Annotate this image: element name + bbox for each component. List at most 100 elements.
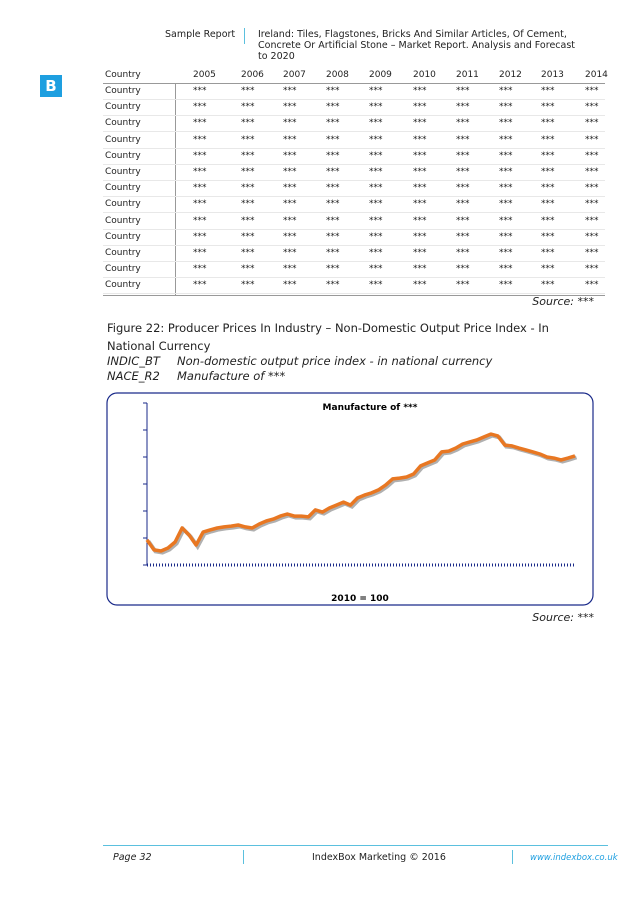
table-cell: *** — [585, 134, 599, 145]
x-axis-label: 2010 = 100 — [331, 594, 389, 604]
table-cell: *** — [369, 102, 383, 113]
chart-frame — [106, 392, 594, 606]
row-label: Country — [105, 280, 141, 291]
table-cell: *** — [413, 248, 427, 258]
row-label: Country — [105, 167, 141, 177]
table-cell: *** — [326, 264, 340, 275]
meta-value: Manufacture of *** — [177, 369, 286, 383]
row-rule — [103, 131, 605, 133]
footer-url: www.indexbox.co.uk — [530, 853, 618, 863]
table-cell: *** — [413, 167, 427, 177]
table-cell: *** — [369, 134, 383, 145]
table-cell: *** — [413, 134, 427, 145]
table-source: Source: *** — [532, 295, 594, 308]
table-cell: *** — [326, 150, 340, 161]
table-cell: *** — [369, 86, 383, 96]
table-cell: *** — [369, 231, 383, 242]
table-cell: *** — [541, 280, 555, 291]
footer-center: IndexBox Marketing © 2016 — [312, 852, 446, 863]
table-cell: *** — [499, 215, 513, 226]
row-rule — [103, 244, 605, 246]
row-label: Country — [105, 264, 141, 275]
table-cell: *** — [193, 199, 207, 210]
table-cell: *** — [283, 86, 297, 96]
row-label: Country — [105, 102, 141, 113]
column-rule — [175, 83, 176, 295]
table-cell: *** — [456, 118, 470, 129]
table: Country 2005 2006 2007 2008 2009 2010 2011 2012 2… — [103, 67, 608, 297]
table-cell: *** — [369, 118, 383, 129]
table-cell: *** — [499, 231, 513, 242]
table-cell: *** — [499, 280, 513, 291]
table-cell: *** — [585, 183, 599, 194]
table-cell: *** — [326, 134, 340, 145]
header-separator — [244, 28, 245, 44]
bottom-rule — [103, 295, 605, 296]
logo: B — [40, 75, 62, 97]
table-cell: *** — [193, 183, 207, 194]
table-cell: *** — [241, 231, 255, 242]
row-rule — [103, 261, 605, 262]
table-cell: *** — [541, 183, 555, 194]
table-cell: *** — [456, 86, 470, 96]
meta-key: INDIC_BT — [107, 354, 160, 368]
column-header: 2013 — [541, 70, 564, 80]
table-cell: *** — [283, 102, 297, 113]
meta-value: Non-domestic output price index - in nat… — [177, 354, 493, 368]
table-cell: *** — [413, 264, 427, 275]
table-cell: *** — [541, 264, 555, 275]
column-header: 2006 — [241, 70, 264, 80]
table-cell: *** — [241, 86, 255, 96]
header-right: Ireland: Tiles, Flagstones, Bricks And S… — [258, 29, 576, 62]
table-cell: *** — [413, 86, 427, 96]
table-cell: *** — [456, 167, 470, 177]
table-cell: *** — [241, 134, 255, 145]
table-cell: *** — [241, 102, 255, 113]
table-cell: *** — [369, 280, 383, 291]
table-cell: *** — [193, 215, 207, 226]
row-rule — [103, 293, 605, 295]
row-label: Country — [105, 150, 141, 161]
table-cell: *** — [541, 134, 555, 145]
header-left: Sample Report — [165, 29, 236, 40]
table-cell: *** — [456, 248, 470, 258]
table-cell: *** — [241, 167, 255, 177]
table-cell: *** — [499, 167, 513, 177]
table-cell: *** — [326, 183, 340, 194]
table-cell: *** — [499, 102, 513, 113]
row-label: Country — [105, 248, 141, 258]
table-cell: *** — [369, 264, 383, 275]
table-cell: *** — [283, 264, 297, 275]
line — [145, 432, 576, 553]
row-rule — [103, 196, 605, 198]
table-cell: *** — [241, 199, 255, 210]
table-cell: *** — [541, 102, 555, 113]
table-cell: *** — [193, 248, 207, 258]
row-label: Country — [105, 231, 141, 242]
table-cell: *** — [193, 118, 207, 129]
meta-key: NACE_R2 — [107, 369, 160, 383]
table-cell: *** — [241, 264, 255, 275]
chart: Manufacture of *** 2010 = 100 — [106, 392, 594, 606]
row-rule — [103, 228, 605, 230]
table-cell: *** — [541, 231, 555, 242]
table-cell: *** — [541, 150, 555, 161]
table-cell: *** — [193, 134, 207, 145]
table-cell: *** — [283, 248, 297, 258]
column-header: 2009 — [369, 70, 392, 80]
table-cell: *** — [456, 134, 470, 145]
table-cell: *** — [456, 264, 470, 275]
table-cell: *** — [499, 183, 513, 194]
table-cell: *** — [585, 102, 599, 113]
table-cell: *** — [283, 215, 297, 226]
table-cell: *** — [283, 183, 297, 194]
table-cell: *** — [499, 118, 513, 129]
row-label: Country — [105, 215, 141, 226]
column-header: 2010 — [413, 70, 436, 80]
meta-row: INDIC_BT Non-domestic output price index … — [107, 354, 492, 369]
footer-separator — [512, 850, 513, 864]
table-cell: *** — [585, 264, 599, 275]
table-cell: *** — [585, 248, 599, 258]
row-rule — [103, 277, 605, 279]
table-cell: *** — [326, 280, 340, 291]
